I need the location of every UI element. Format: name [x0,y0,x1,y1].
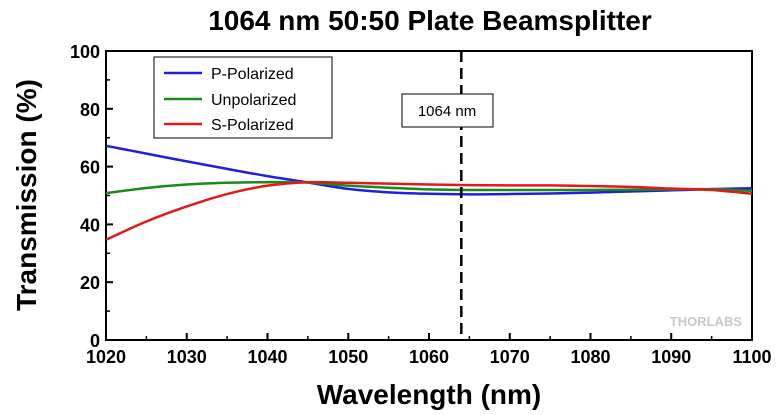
marker-label: 1064 nm [418,103,476,120]
y-tick-label: 60 [80,158,100,178]
axis-ticks [105,50,753,341]
x-tick-label: 1070 [490,347,530,367]
thorlabs-watermark: THORLABS [670,314,743,329]
legend-label-unpolarized: Unpolarized [211,92,296,109]
y-tick-label: 100 [70,42,100,62]
chart-title: 1064 nm 50:50 Plate Beamsplitter [208,5,652,36]
series-line-s-polarized [105,180,753,241]
y-tick-label: 20 [80,273,100,293]
x-axis-title: Wavelength (nm) [317,379,542,410]
x-tick-label: 1040 [247,347,287,367]
legend-label-s-polarized: S-Polarized [211,117,294,134]
x-tick-label: 1050 [328,347,368,367]
axis-tick-labels: 1020 1030 1040 1050 1060 1070 1080 1090 1100 0 20 4… [70,42,772,367]
x-tick-label: 1080 [570,347,610,367]
x-tick-label: 1090 [651,347,691,367]
legend-label-p-polarized: P-Polarized [211,66,294,83]
x-tick-label: 1030 [167,347,207,367]
series-layer [105,144,753,241]
series-line-unpolarized [105,180,753,195]
y-tick-label: 40 [80,215,100,235]
y-tick-label: 0 [90,331,100,351]
legend: P-Polarized Unpolarized S-Polarized [153,56,333,139]
x-tick-label: 1100 [732,347,771,367]
y-tick-label: 80 [80,100,100,120]
marker-label-box [401,93,494,128]
x-tick-label: 1020 [86,347,126,367]
series-line-p-polarized [105,144,753,196]
y-axis-title: Transmission (%) [11,79,42,311]
x-tick-label: 1060 [409,347,449,367]
